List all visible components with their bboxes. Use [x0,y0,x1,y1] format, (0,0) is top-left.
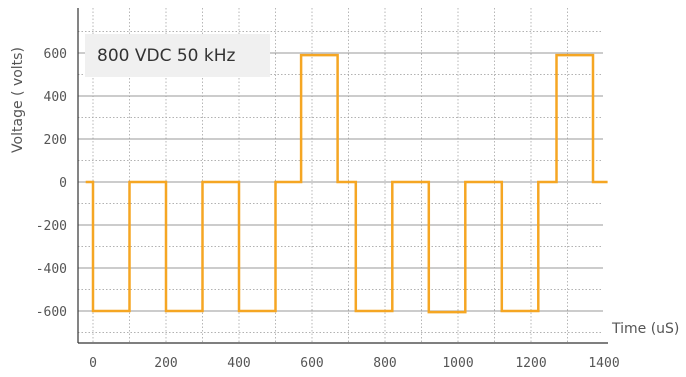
x-tick-labels: 0 200 400 600 800 1000 1200 1400 [89,356,620,371]
x-tick-label: 1400 [588,356,619,371]
annotation-text: 800 VDC 50 kHz [97,46,236,66]
y-tick-label: -600 [36,305,67,320]
y-tick-label: -200 [36,219,67,234]
y-tick-label: 400 [44,90,67,105]
y-tick-label: 200 [44,133,67,148]
y-tick-label: -400 [36,262,67,277]
voltage-series-line [85,53,608,314]
x-axis-label: Time (uS) [611,321,679,337]
y-tick-label: 600 [44,47,67,62]
y-tick-labels: 600 400 200 0 -200 -400 -600 [36,47,67,320]
annotation-box [85,34,270,77]
y-tick-label: 0 [59,176,67,191]
x-tick-label: 800 [373,356,396,371]
x-tick-label: 0 [89,356,97,371]
x-tick-label: 600 [300,356,323,371]
x-tick-label: 1200 [515,356,546,371]
y-axis-label: Voltage ( volts) [10,47,26,153]
x-tick-label: 400 [227,356,250,371]
x-tick-label: 200 [154,356,177,371]
x-tick-label: 1000 [442,356,473,371]
